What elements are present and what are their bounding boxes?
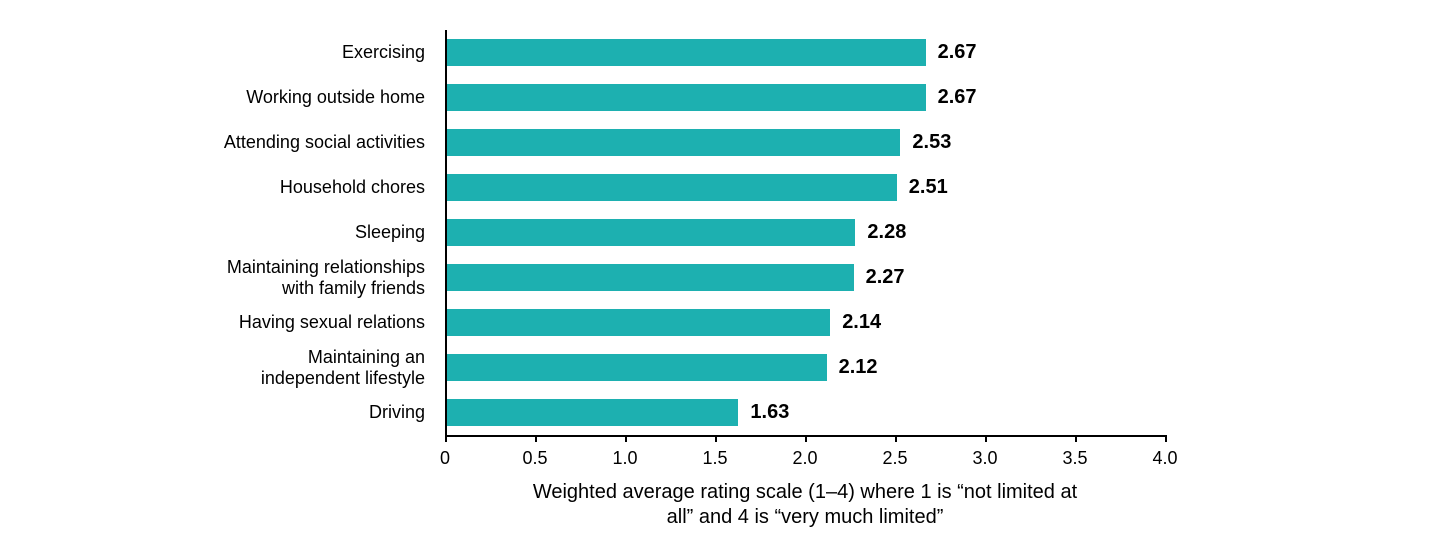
x-tick-label: 2.5 xyxy=(865,448,925,469)
x-tick xyxy=(805,435,807,442)
category-label: Household chores xyxy=(0,165,425,210)
value-label: 2.27 xyxy=(866,264,905,292)
bar xyxy=(447,129,900,157)
value-label: 2.53 xyxy=(912,129,951,157)
x-tick xyxy=(1075,435,1077,442)
x-tick xyxy=(895,435,897,442)
bar xyxy=(447,309,830,337)
bar xyxy=(447,354,827,382)
value-label: 2.51 xyxy=(909,174,948,202)
x-tick xyxy=(985,435,987,442)
bar xyxy=(447,39,926,67)
bar xyxy=(447,399,738,427)
x-tick-label: 3.0 xyxy=(955,448,1015,469)
bar xyxy=(447,219,855,247)
category-label: Driving xyxy=(0,390,425,435)
value-label: 2.12 xyxy=(839,354,878,382)
bar xyxy=(447,174,897,202)
value-label: 2.14 xyxy=(842,309,881,337)
x-tick-label: 3.5 xyxy=(1045,448,1105,469)
value-label: 2.67 xyxy=(938,39,977,67)
x-axis-title-line: Weighted average rating scale (1–4) wher… xyxy=(445,480,1165,505)
x-tick xyxy=(625,435,627,442)
x-tick xyxy=(1165,435,1167,442)
x-tick xyxy=(535,435,537,442)
x-axis-title: Weighted average rating scale (1–4) wher… xyxy=(445,480,1165,530)
x-tick-label: 4.0 xyxy=(1135,448,1195,469)
category-label: Sleeping xyxy=(0,210,425,255)
x-axis-title-line: all” and 4 is “very much limited” xyxy=(445,505,1165,530)
limitations-bar-chart: 0 0.5 1.0 1.5 2.0 2.5 3.0 3.5 4.0 Exercising 2.67 W… xyxy=(0,0,1440,555)
x-tick-label: 0 xyxy=(415,448,475,469)
bar xyxy=(447,84,926,112)
category-label: Maintaining relationshipswith family fri… xyxy=(0,255,425,300)
x-tick-label: 1.5 xyxy=(685,448,745,469)
category-label: Working outside home xyxy=(0,75,425,120)
value-label: 2.67 xyxy=(938,84,977,112)
category-label: Attending social activities xyxy=(0,120,425,165)
x-tick xyxy=(445,435,447,442)
value-label: 1.63 xyxy=(750,399,789,427)
x-tick xyxy=(715,435,717,442)
bar xyxy=(447,264,854,292)
category-label: Exercising xyxy=(0,30,425,75)
x-tick-label: 2.0 xyxy=(775,448,835,469)
x-tick-label: 1.0 xyxy=(595,448,655,469)
value-label: 2.28 xyxy=(867,219,906,247)
category-label: Maintaining anindependent lifestyle xyxy=(0,345,425,390)
x-tick-label: 0.5 xyxy=(505,448,565,469)
category-label: Having sexual relations xyxy=(0,300,425,345)
